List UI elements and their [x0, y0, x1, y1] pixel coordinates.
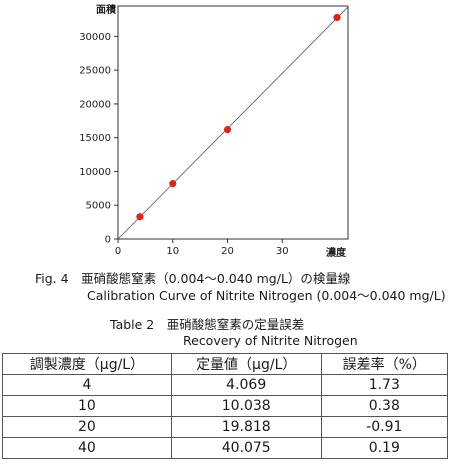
data-point [223, 125, 232, 134]
table-caption-ja: Table 2 亜硝酸態窒素の定量誤差 [110, 317, 305, 332]
table-row: 4 4.069 1.73 [2, 374, 449, 396]
table-row: 20 19.818 -0.91 [2, 416, 449, 438]
cell-prepared: 20 [2, 416, 172, 438]
table-caption-en: Recovery of Nitrite Nitrogen [183, 333, 358, 348]
x-tick-label: 30 [276, 246, 289, 257]
figure-caption: Fig. 4 亜硝酸態窒素（0.004～0.040 mg/L）の検量線 Cali… [35, 270, 446, 304]
table-row: 40 40.075 0.19 [2, 437, 449, 459]
y-tick-label: 25000 [79, 66, 111, 77]
plot-frame [117, 5, 349, 240]
cell-prepared: 4 [2, 374, 172, 396]
y-tick-label: 15000 [79, 133, 111, 144]
cell-measured: 19.818 [170, 416, 322, 438]
header-error-rate: 誤差率（%） [320, 353, 449, 375]
data-point [333, 13, 341, 22]
y-axis-label: 面積 [96, 3, 117, 16]
cell-measured: 4.069 [170, 374, 322, 396]
header-measured-value: 定量値（μg/L） [170, 353, 322, 375]
cell-measured: 40.075 [170, 437, 322, 459]
y-tick-label: 0 [105, 235, 111, 246]
x-axis-label: 濃度 [326, 246, 347, 259]
cell-error: 1.73 [320, 374, 449, 396]
cell-measured: 10.038 [170, 395, 322, 417]
cell-error: 0.38 [320, 395, 449, 417]
y-tick-label: 5000 [86, 201, 111, 212]
figure-caption-ja: Fig. 4 亜硝酸態窒素（0.004～0.040 mg/L）の検量線 [35, 271, 351, 286]
data-point [136, 213, 144, 221]
header-prepared-conc: 調製濃度（μg/L） [2, 353, 172, 375]
cell-prepared: 40 [2, 437, 172, 459]
recovery-table: 調製濃度（μg/L） 定量値（μg/L） 誤差率（%） 4 4.069 1.73… [2, 353, 449, 459]
y-tick-label: 10000 [79, 167, 111, 178]
x-tick-label: 0 [115, 246, 121, 257]
calibration-chart: 0 5000 10000 15000 20000 25000 30000 0 10 20 30 面積… [79, 3, 349, 259]
table-row: 10 10.038 0.38 [2, 395, 449, 417]
figure-caption-en: Calibration Curve of Nitrite Nitrogen (0… [87, 288, 446, 303]
y-tick-label: 20000 [79, 99, 111, 110]
regression-line [117, 6, 349, 240]
x-tick-label: 20 [221, 246, 234, 257]
cell-prepared: 10 [2, 395, 172, 417]
cell-error: 0.19 [320, 437, 449, 459]
cell-error: -0.91 [320, 416, 449, 438]
table-header-row: 調製濃度（μg/L） 定量値（μg/L） 誤差率（%） [2, 353, 449, 375]
data-point [169, 180, 177, 188]
x-tick-label: 10 [166, 246, 179, 257]
y-tick-label: 30000 [79, 32, 111, 43]
table-caption: Table 2 亜硝酸態窒素の定量誤差 Recovery of Nitrite … [110, 317, 430, 349]
